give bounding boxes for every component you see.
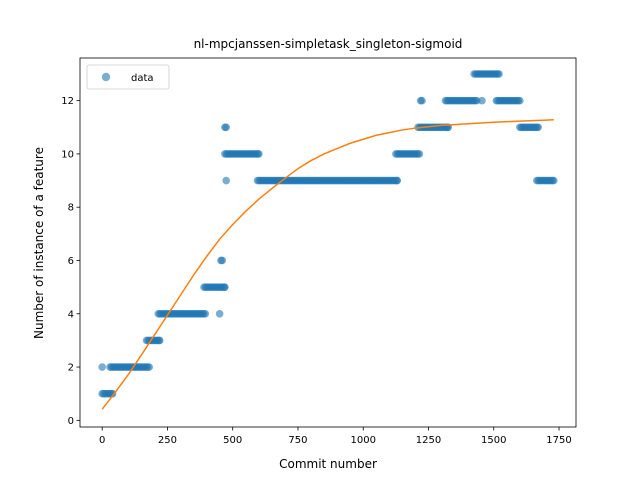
legend-marker-data [101,72,111,82]
data-point-run-2-25 [145,363,153,371]
data-point-run-17-0 [478,96,486,105]
plot-marks [98,70,558,410]
y-tick-label-6: 6 [68,256,74,267]
x-tick-label-1250: 1250 [416,435,441,446]
x-tick-label-500: 500 [223,435,242,446]
x-tick-label-0: 0 [99,435,105,446]
y-axis-label: Number of instance of a feature [32,147,46,339]
y-tick-label-8: 8 [68,203,74,214]
fit-line [101,119,554,410]
x-axis-label: Commit number [279,457,377,471]
data-point-run-7-1 [218,256,227,265]
chart-title: nl-mpcjanssen-simpletask_singleton-sigmo… [194,37,463,51]
x-tick-label-750: 750 [288,435,307,446]
data-point-run-5-14 [221,283,229,291]
data-point-run-10-0 [222,176,230,185]
data-point-run-3-9 [155,336,164,345]
y-axis-ticks: 0 2 4 6 8 10 12 [61,96,80,427]
data-point-run-15-20 [473,96,481,105]
data-point-run-8-22 [255,150,263,158]
y-tick-label-4: 4 [68,309,74,320]
y-tick-label-10: 10 [61,149,74,160]
x-tick-label-250: 250 [158,435,177,446]
data-point-run-20-11 [550,176,558,185]
data-point-run-18-15 [516,96,524,105]
data-point-run-4-30 [201,309,210,318]
data-point-run-19-12 [534,123,542,132]
legend-label-data: data [131,73,154,84]
legend-box [86,64,170,90]
x-axis-ticks: 0 250 500 750 1000 1250 1500 1750 [99,427,572,446]
plot-area [80,58,576,427]
y-tick-label-0: 0 [68,416,74,427]
x-tick-label-1500: 1500 [481,435,506,446]
data-point-run-0-0 [98,363,106,371]
data-point-run-6-0 [215,309,224,318]
plot-frame [79,57,577,428]
data-point-run-11-90 [393,176,401,185]
y-tick-label-2: 2 [68,363,74,374]
data-point-run-12-15 [415,150,424,158]
data-point-run-9-1 [222,123,230,132]
data-point-run-14-1 [418,96,426,105]
x-tick-label-1750: 1750 [546,435,571,446]
legend: data [86,64,170,90]
data-point-run-1-7 [108,389,117,398]
y-tick-label-12: 12 [61,96,74,107]
data-point-run-16-16 [495,70,503,78]
x-tick-label-1000: 1000 [351,435,376,446]
